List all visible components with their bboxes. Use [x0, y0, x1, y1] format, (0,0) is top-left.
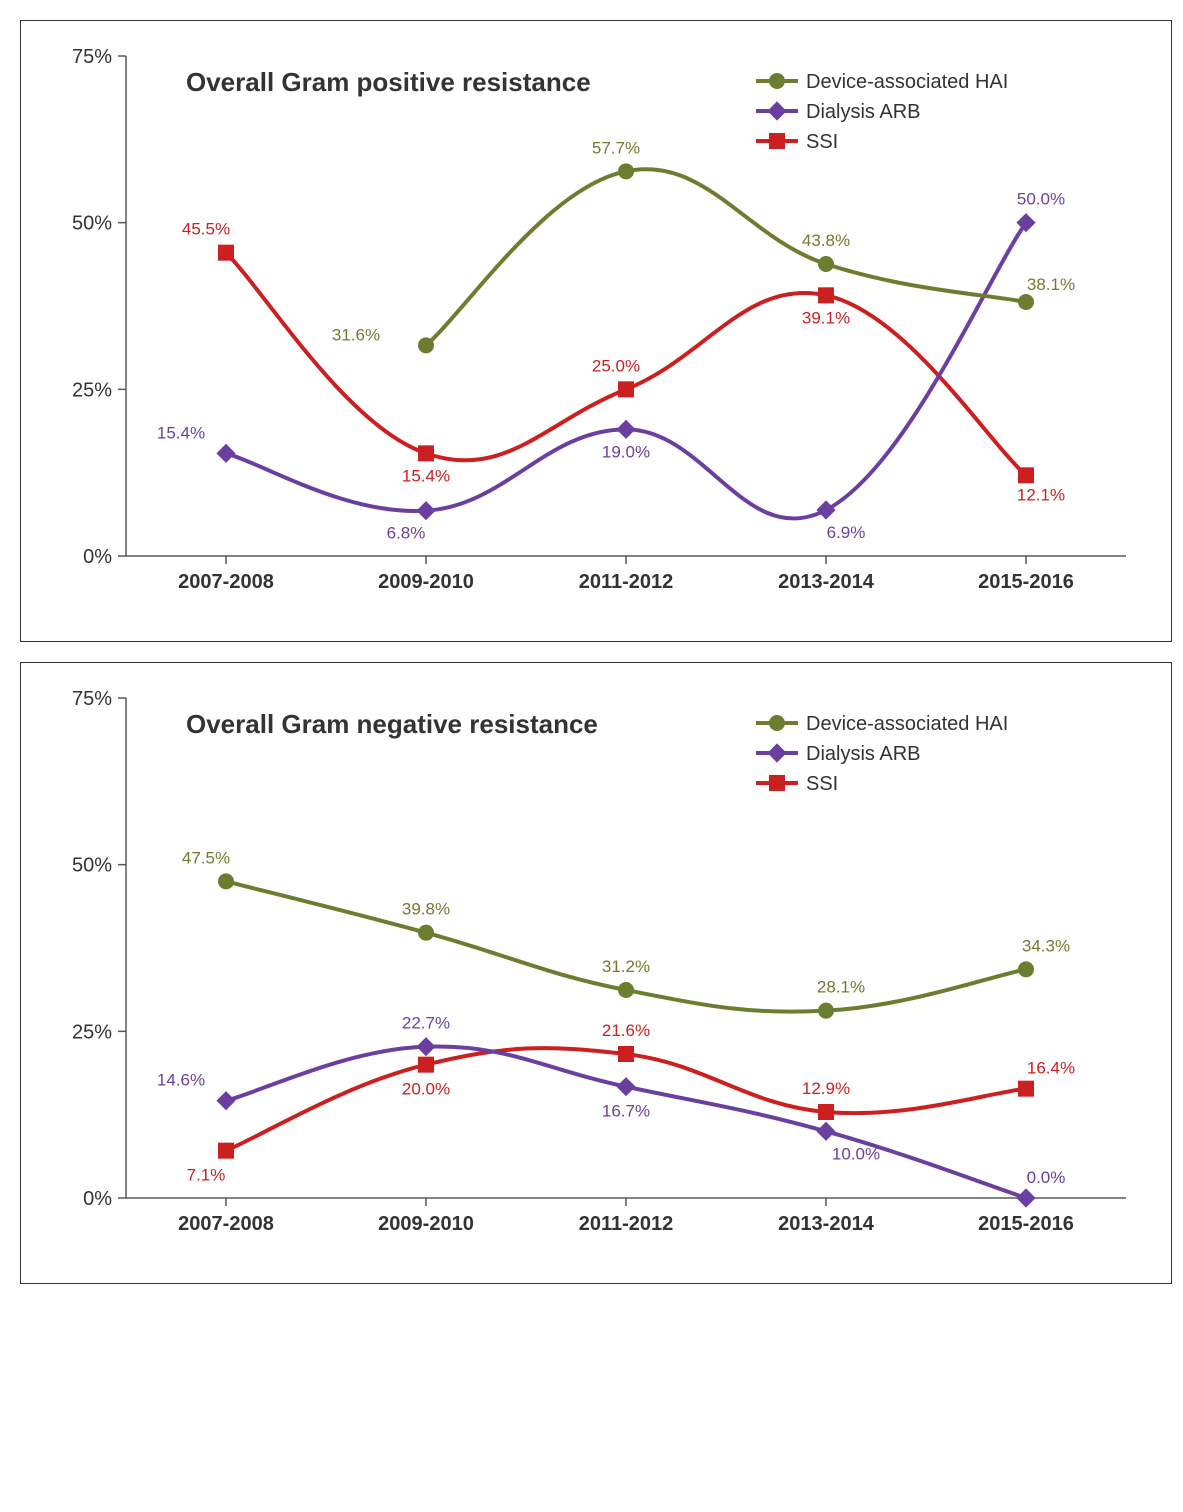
y-tick-label: 50%: [72, 855, 112, 877]
hai-value-label: 43.8%: [802, 231, 850, 250]
hai-line: [426, 169, 1026, 345]
hai-value-label: 28.1%: [817, 978, 865, 997]
x-tick-label: 2011-2012: [579, 1213, 674, 1235]
hai-value-label: 47.5%: [182, 848, 230, 867]
arb-value-label: 22.7%: [402, 1014, 450, 1033]
hai-value-label: 38.1%: [1027, 275, 1075, 294]
y-tick-label: 25%: [72, 379, 112, 401]
hai-value-label: 31.2%: [602, 957, 650, 976]
ssi-value-label: 16.4%: [1027, 1059, 1075, 1078]
arb-value-label: 0.0%: [1027, 1168, 1066, 1187]
y-tick-label: 75%: [72, 688, 112, 710]
x-tick-label: 2009-2010: [378, 571, 474, 593]
x-tick-label: 2007-2008: [178, 1213, 274, 1235]
y-tick-label: 25%: [72, 1021, 112, 1043]
x-tick-label: 2015-2016: [978, 1213, 1074, 1235]
hai-value-label: 34.3%: [1022, 936, 1070, 955]
ssi-value-label: 7.1%: [187, 1166, 226, 1185]
arb-value-label: 6.9%: [827, 523, 866, 542]
arb-value-label: 14.6%: [157, 1071, 205, 1090]
gram-positive-chart: 0% 25% 50% 75% 2007-2008 2009-2010 2011-2012 20…: [36, 36, 1156, 636]
hai-value-label: 31.6%: [332, 325, 380, 344]
gram-negative-chart: 0% 25% 50% 75% 2007-2008 2009-2010 2011-2012 20…: [36, 678, 1156, 1278]
ssi-value-label: 39.1%: [802, 308, 850, 327]
chart-title: Overall Gram negative resistance: [186, 709, 598, 739]
x-tick-label: 2007-2008: [178, 571, 274, 593]
ssi-value-label: 15.4%: [402, 466, 450, 485]
hai-value-label: 39.8%: [402, 900, 450, 919]
ssi-value-label: 20.0%: [402, 1080, 450, 1099]
ssi-value-label: 45.5%: [182, 220, 230, 239]
x-tick-label: 2011-2012: [579, 571, 674, 593]
x-tick-label: 2009-2010: [378, 1213, 474, 1235]
x-tick-label: 2013-2014: [778, 571, 875, 593]
legend-ssi: SSI: [806, 773, 838, 795]
legend-hai: Device-associated HAI: [806, 713, 1008, 735]
arb-value-label: 19.0%: [602, 442, 650, 461]
chart-title: Overall Gram positive resistance: [186, 67, 591, 97]
legend-arb: Dialysis ARB: [806, 101, 920, 123]
arb-value-label: 15.4%: [157, 423, 205, 442]
legend-hai: Device-associated HAI: [806, 71, 1008, 93]
arb-value-label: 10.0%: [832, 1144, 880, 1163]
gram-positive-container: 0% 25% 50% 75% 2007-2008 2009-2010 2011-2012 20…: [20, 20, 1172, 642]
ssi-line: [226, 1048, 1026, 1151]
y-tick-label: 0%: [83, 1188, 112, 1210]
ssi-value-label: 25.0%: [592, 356, 640, 375]
ssi-value-label: 12.1%: [1017, 485, 1065, 504]
ssi-value-label: 12.9%: [802, 1079, 850, 1098]
arb-line: [226, 1046, 1026, 1198]
x-tick-label: 2015-2016: [978, 571, 1074, 593]
y-tick-label: 50%: [72, 213, 112, 235]
y-tick-label: 75%: [72, 46, 112, 68]
arb-value-label: 16.7%: [602, 1102, 650, 1121]
x-tick-label: 2013-2014: [778, 1213, 875, 1235]
legend-arb: Dialysis ARB: [806, 743, 920, 765]
y-tick-label: 0%: [83, 546, 112, 568]
legend-ssi: SSI: [806, 131, 838, 153]
hai-value-label: 57.7%: [592, 138, 640, 157]
ssi-value-label: 21.6%: [602, 1021, 650, 1040]
gram-negative-container: 0% 25% 50% 75% 2007-2008 2009-2010 2011-2012 20…: [20, 662, 1172, 1284]
arb-value-label: 6.8%: [387, 524, 426, 543]
arb-value-label: 50.0%: [1017, 190, 1065, 209]
